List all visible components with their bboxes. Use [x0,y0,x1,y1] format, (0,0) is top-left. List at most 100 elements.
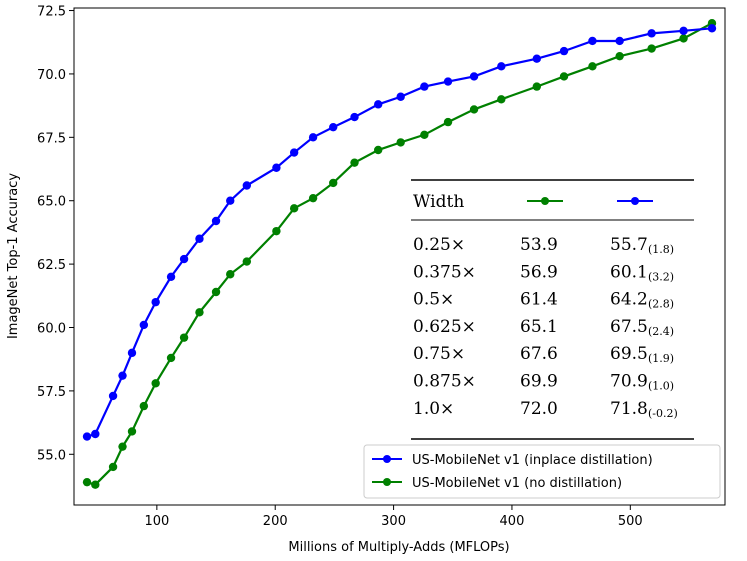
data-point-no-distillation [195,308,204,317]
y-tick-label: 65.0 [37,195,66,210]
data-point-no-distillation [615,51,624,61]
table-cell-inplace: 55.7 [610,235,648,255]
table-cell-inplace: 71.8 [610,399,648,419]
legend-marker-inplace [372,455,402,463]
data-point-no-distillation [179,333,189,342]
table-cell-no-distillation: 69.9 [520,372,558,392]
table-cell-no-distillation: 61.4 [520,290,558,310]
data-point-no-distillation [420,130,429,139]
x-tick-label: 100 [144,514,169,529]
y-tick-label: 67.5 [37,131,66,146]
comparison-table: Width 0.25× 53.9 55.7 (1.8) 0.375× 56.9 60.1 (3… [411,179,694,440]
legend-marker-no-distillation [372,478,402,486]
y-axis-label: ImageNet Top-1 Accuracy [6,173,21,339]
y-tick-label: 57.5 [37,385,66,400]
data-point-inplace [82,432,92,441]
data-point-no-distillation [497,95,506,104]
data-point-no-distillation [588,62,597,71]
data-point-no-distillation [647,44,656,53]
data-point-inplace [289,148,299,157]
data-point-no-distillation [308,193,318,203]
data-point-no-distillation [350,158,359,167]
table-cell-delta: (1.8) [648,243,674,256]
data-point-inplace [91,429,100,439]
data-point-no-distillation [329,178,338,188]
legend-label-inplace: US-MobileNet v1 (inplace distillation) [412,453,653,468]
data-point-inplace [211,216,221,226]
y-tick-label: 70.0 [37,68,66,83]
data-point-inplace [707,24,717,33]
data-point-inplace [166,272,176,281]
data-point-inplace [127,348,137,358]
legend-box [363,444,721,499]
data-point-inplace [151,297,160,307]
table-header-width: Width [413,192,464,212]
table-cell-no-distillation: 65.1 [520,317,558,337]
table-cell-delta: (-0.2) [648,407,678,420]
series-group [82,19,717,489]
table-cell-inplace: 64.2 [610,290,648,310]
data-point-inplace [679,26,688,36]
data-point-no-distillation [151,379,160,388]
y-tick-label: 72.5 [37,5,66,20]
data-point-inplace [559,46,569,56]
table-cell-width: 0.25× [413,235,465,255]
x-tick-label: 400 [500,514,525,529]
data-point-no-distillation [679,34,688,43]
data-point-inplace [647,29,656,38]
data-point-inplace [139,320,149,330]
table-cell-width: 1.0× [413,399,454,419]
data-point-no-distillation [127,427,137,436]
table-cell-inplace: 67.5 [610,317,648,337]
table-cell-delta: (1.9) [648,352,674,365]
x-axis-label: Millions of Multiply-Adds (MFLOPs) [288,540,509,555]
table-cell-inplace: 60.1 [610,262,648,282]
table-cell-delta: (3.2) [648,270,674,283]
data-point-no-distillation [373,145,383,155]
data-point-inplace [469,72,479,81]
table-cell-width: 0.5× [413,290,454,310]
table-cell-no-distillation: 67.6 [520,344,558,364]
data-point-no-distillation [242,257,252,266]
x-tick-label: 200 [263,514,288,529]
table-cell-width: 0.625× [413,317,476,337]
table-header-no-distillation-marker [527,197,563,205]
table-cell-inplace: 69.5 [610,344,648,364]
data-point-inplace [396,92,405,101]
table-cell-delta: (1.0) [648,380,674,393]
data-point-inplace [420,82,429,91]
table-cell-width: 0.375× [413,262,476,282]
table-cell-width: 0.875× [413,372,476,392]
data-point-inplace [497,62,506,71]
table-cell-width: 0.75× [413,344,465,364]
data-point-inplace [179,254,189,264]
data-point-inplace [226,196,235,205]
table-header-inplace-marker [617,197,653,205]
data-point-no-distillation [443,117,453,127]
data-point-no-distillation [211,287,221,297]
data-point-no-distillation [108,462,118,472]
y-tick-label: 62.5 [37,258,66,273]
data-point-inplace [272,163,281,172]
table-cell-delta: (2.4) [648,325,674,338]
data-point-inplace [532,54,542,63]
data-point-no-distillation [118,442,127,451]
data-point-no-distillation [469,105,479,114]
data-point-inplace [350,112,359,122]
data-point-no-distillation [82,477,92,487]
data-point-inplace [308,133,318,142]
table-cell-no-distillation: 72.0 [520,399,558,419]
data-point-inplace [195,234,204,243]
table-cell-delta: (2.8) [648,298,674,311]
data-point-no-distillation [559,72,569,81]
table-cell-inplace: 70.9 [610,372,648,392]
legend: US-MobileNet v1 (inplace distillation) U… [363,444,721,499]
data-point-no-distillation [166,353,176,363]
plot-frame [73,7,726,506]
y-tick-label: 55.0 [37,448,66,463]
data-point-inplace [615,36,624,46]
data-point-inplace [588,36,597,46]
y-tick-label: 60.0 [37,322,66,337]
data-point-no-distillation [226,270,235,279]
